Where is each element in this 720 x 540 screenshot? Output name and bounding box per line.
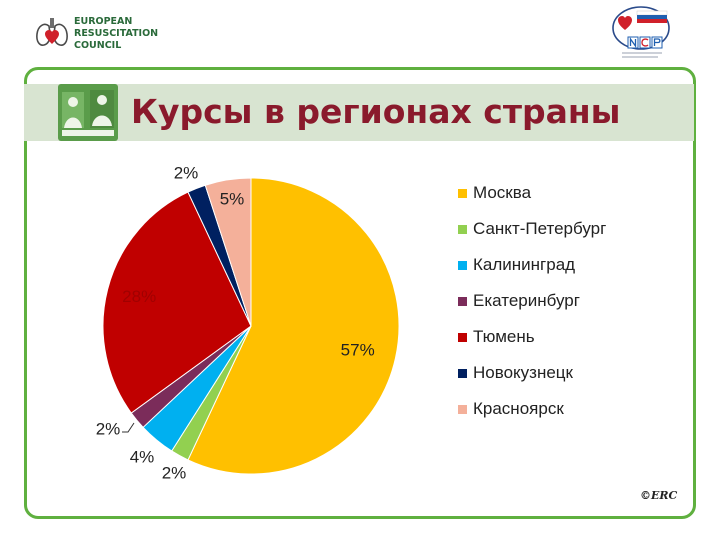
- legend-swatch: [458, 225, 467, 234]
- legend-swatch: [458, 369, 467, 378]
- slice-value-label: 2%: [174, 163, 199, 182]
- legend-label: Екатеринбург: [473, 291, 580, 310]
- legend-label: Санкт-Петербург: [473, 219, 607, 238]
- copyright-credit: ©ERC: [640, 489, 678, 502]
- erc-logo: EUROPEAN RESUSCITATION COUNCIL: [34, 14, 164, 54]
- title-band: [24, 84, 694, 141]
- legend-label: Калининград: [473, 255, 576, 274]
- legend-swatch: [458, 333, 467, 342]
- erc-logo-text: EUROPEAN RESUSCITATION COUNCIL: [74, 16, 158, 52]
- slice-value-label: 28%: [122, 287, 156, 306]
- lungs-heart-icon: [36, 18, 68, 46]
- legend-label: Москва: [473, 183, 532, 202]
- pie-slice: [204, 177, 252, 327]
- legend-swatch: [458, 297, 467, 306]
- legend-label: Тюмень: [473, 327, 535, 346]
- pie-slice: [102, 191, 252, 414]
- legend-label: Красноярск: [473, 399, 564, 418]
- erc-logo-line: COUNCIL: [74, 40, 122, 51]
- page-title: Курсы в регионах страны: [131, 92, 621, 131]
- slice-value-label: 5%: [220, 189, 245, 208]
- slice-value-label: 2%: [162, 463, 187, 482]
- legend-swatch: [458, 261, 467, 270]
- ncr-logo: [612, 6, 670, 58]
- slice-value-label: 57%: [341, 341, 375, 360]
- legend-swatch: [458, 189, 467, 198]
- slice-value-label: 2%: [96, 419, 121, 438]
- erc-logo-line: EUROPEAN: [74, 16, 133, 27]
- leader-line: [122, 422, 135, 433]
- legend-swatch: [458, 405, 467, 414]
- content-frame: [24, 67, 696, 519]
- slice-value-label: 4%: [130, 447, 155, 466]
- legend-label: Новокузнецк: [473, 363, 573, 382]
- pie-slice: [187, 177, 400, 475]
- erc-logo-line: RESUSCITATION: [74, 28, 159, 39]
- training-photo-icon: [58, 84, 118, 141]
